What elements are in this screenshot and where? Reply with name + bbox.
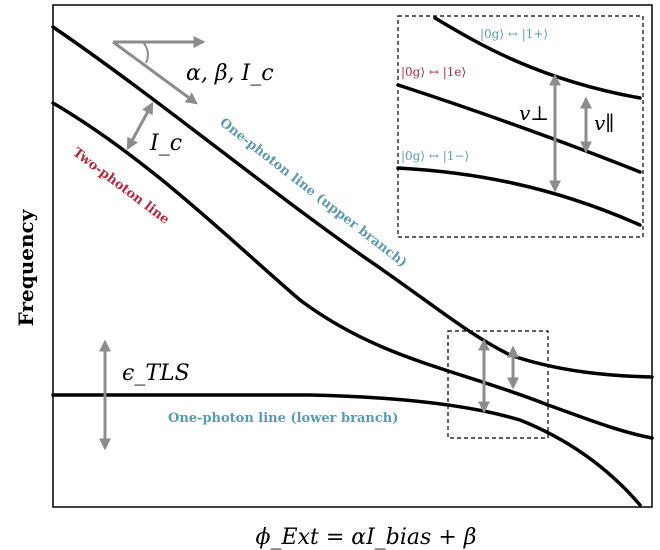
inset-state-plus-label: |0g⟩ ↔ |1+⟩ [480, 27, 548, 41]
inset-state-minus-label: |0g⟩ ↔ |1−⟩ [401, 149, 469, 163]
inset-minus-curve [396, 166, 642, 227]
inset-v-par-label: v∥ [594, 111, 615, 135]
param-arrow-diagonal [112, 40, 198, 105]
inset-state-e-label: |0g⟩ ↔ |1e⟩ [401, 65, 466, 79]
lower-branch-curve [51, 393, 642, 507]
epsilon-label: ϵ_TLS [122, 361, 190, 386]
one-photon-upper-label: One-photon line (upper branch) [217, 115, 410, 270]
y-axis-label: Frequency [14, 208, 38, 326]
two-photon-curve [51, 101, 654, 440]
coupling-label: I_c [149, 131, 182, 156]
inset-v-perp-label: v⊥ [519, 101, 549, 125]
coupling-arrow [126, 101, 154, 151]
param-angle-arc [142, 41, 149, 64]
params-label: α, β, I_c [186, 61, 274, 86]
inset-e-curve [396, 83, 642, 174]
upper-branch-curve [51, 25, 654, 379]
x-axis-label: ϕ_Ext = αI_bias + β [256, 525, 477, 550]
plot-frame [52, 4, 653, 508]
two-photon-label: Two-photon line [70, 145, 172, 227]
inset-box [397, 15, 644, 238]
one-photon-lower-label: One-photon line (lower branch) [168, 411, 398, 426]
zoom-box [447, 330, 549, 439]
inset-plus-curve [433, 16, 642, 100]
